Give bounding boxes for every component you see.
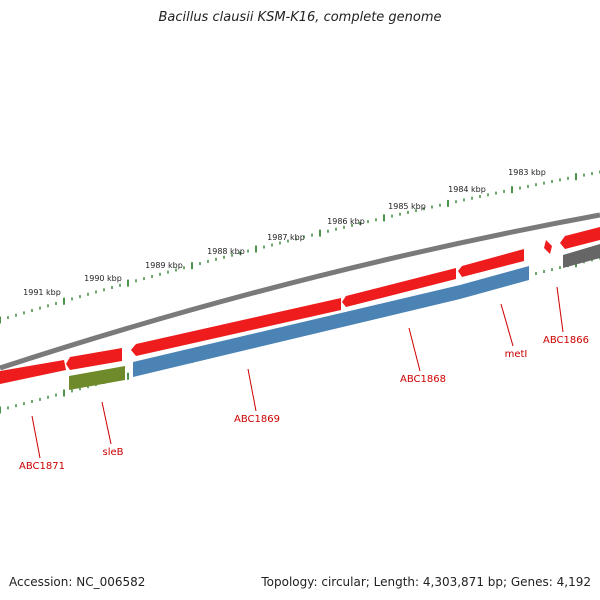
- accession-text: Accession: NC_006582: [9, 575, 146, 589]
- scale-label: 1987 kbp: [267, 233, 305, 242]
- scale-label: 1988 kbp: [207, 247, 245, 256]
- scale-label: 1985 kbp: [388, 202, 426, 211]
- gene-sleb-feature[interactable]: [69, 366, 125, 390]
- scale-label: 1983 kbp: [508, 168, 546, 177]
- gene-abc1869-feature-upper[interactable]: [131, 298, 341, 356]
- gene-meti-feature-upper[interactable]: [458, 249, 524, 277]
- scale-label: 1984 kbp: [448, 185, 486, 194]
- gene-label-leaders: [31, 286, 564, 459]
- gene-abc1866-feature[interactable]: [563, 244, 600, 268]
- gene-small-feature[interactable]: [544, 240, 552, 254]
- gene-label-meti: metI: [505, 349, 528, 360]
- gene-label-abc1871: ABC1871: [19, 461, 65, 472]
- scale-label: 1986 kbp: [327, 217, 365, 226]
- gene-abc1869-feature[interactable]: [133, 285, 460, 377]
- scale-label: 1989 kbp: [145, 261, 183, 270]
- scale-labels: 1991 kbp 1990 kbp 1989 kbp 1988 kbp 1987…: [23, 168, 546, 297]
- gene-label-abc1868: ABC1868: [400, 374, 446, 385]
- genome-summary-text: Topology: circular; Length: 4,303,871 bp…: [261, 575, 591, 589]
- gene-abc1868-feature[interactable]: [460, 266, 529, 299]
- gene-abc1871-feature[interactable]: [0, 360, 66, 384]
- scale-label: 1991 kbp: [23, 288, 61, 297]
- gene-label-sleb: sleB: [102, 447, 123, 458]
- scale-label: 1990 kbp: [84, 274, 122, 283]
- genome-backbone: [0, 212, 600, 371]
- map-title: Bacillus clausii KSM-K16, complete genom…: [158, 10, 442, 25]
- outer-scale-ticks: [0, 170, 600, 324]
- gene-labels: ABC1871 sleB ABC1869 ABC1868 metI ABC186…: [19, 335, 589, 472]
- gene-abc1868-feature-upper[interactable]: [342, 268, 456, 307]
- gene-label-abc1869: ABC1869: [234, 414, 280, 425]
- gene-sleb-feature-upper[interactable]: [66, 348, 122, 370]
- gene-label-abc1866: ABC1866: [543, 335, 589, 346]
- gene-abc1866-feature-upper[interactable]: [560, 227, 600, 249]
